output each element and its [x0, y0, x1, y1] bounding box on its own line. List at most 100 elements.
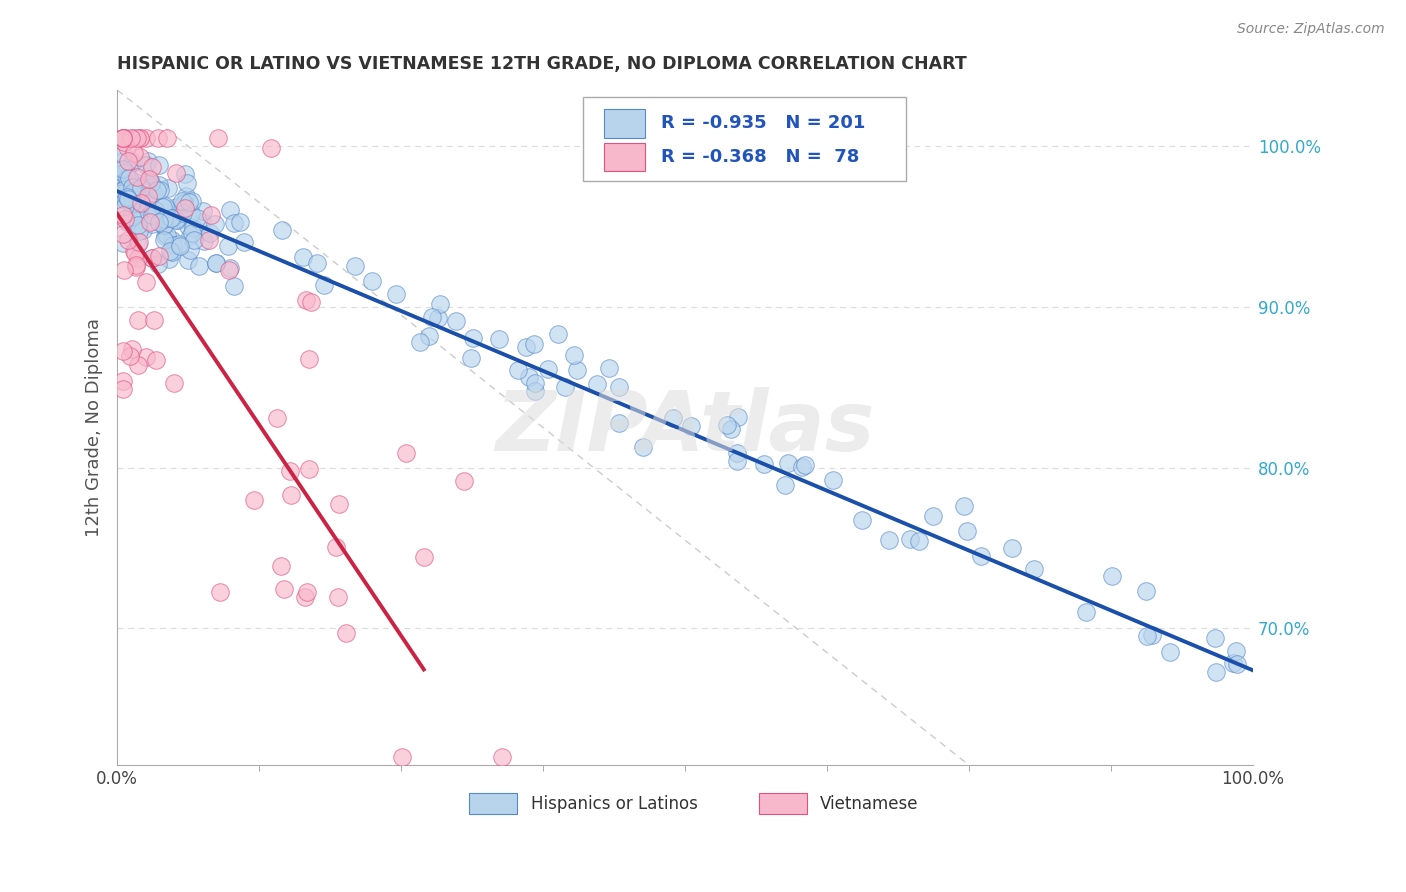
Point: [112, 186, 135, 201]
Point: [298, 462, 321, 476]
Point: [111, 147, 134, 161]
Point: [141, 209, 163, 223]
Point: [266, 410, 288, 425]
Point: [122, 185, 145, 199]
Point: [117, 233, 139, 247]
Point: [120, 349, 142, 363]
Point: [187, 259, 209, 273]
Point: [270, 559, 292, 574]
Point: [515, 340, 537, 354]
Point: [141, 217, 163, 231]
Point: [135, 350, 157, 364]
Point: [970, 549, 993, 563]
Point: [956, 524, 979, 538]
Point: [177, 219, 200, 233]
Point: [111, 235, 134, 250]
Point: [148, 158, 170, 172]
Point: [132, 205, 155, 219]
Point: [114, 131, 136, 145]
FancyBboxPatch shape: [583, 96, 907, 181]
Point: [142, 313, 165, 327]
Point: [292, 250, 315, 264]
Point: [792, 460, 814, 475]
Point: [444, 313, 467, 327]
Point: [523, 384, 546, 399]
Point: [361, 274, 384, 288]
Point: [243, 492, 266, 507]
Text: HISPANIC OR LATINO VS VIETNAMESE 12TH GRADE, NO DIPLOMA CORRELATION CHART: HISPANIC OR LATINO VS VIETNAMESE 12TH GR…: [117, 55, 967, 73]
Point: [129, 179, 152, 194]
Point: [132, 223, 155, 237]
Point: [343, 259, 366, 273]
Text: Source: ZipAtlas.com: Source: ZipAtlas.com: [1237, 22, 1385, 37]
Point: [716, 418, 738, 433]
Point: [153, 219, 176, 234]
Point: [207, 131, 229, 145]
Point: [141, 161, 163, 175]
Point: [598, 361, 620, 376]
Point: [148, 249, 170, 263]
Point: [173, 196, 195, 211]
Point: [112, 185, 135, 199]
Point: [523, 337, 546, 351]
Point: [922, 508, 945, 523]
Point: [898, 533, 921, 547]
Point: [155, 202, 177, 216]
Point: [562, 347, 585, 361]
Point: [115, 170, 138, 185]
Point: [280, 488, 302, 502]
Point: [418, 329, 440, 343]
Point: [129, 150, 152, 164]
Point: [128, 223, 150, 237]
Point: [233, 235, 256, 249]
Point: [181, 194, 204, 208]
Point: [135, 275, 157, 289]
Point: [1226, 657, 1249, 672]
Point: [773, 478, 796, 492]
Point: [537, 362, 560, 376]
Point: [122, 186, 145, 200]
Point: [326, 590, 349, 604]
Point: [112, 182, 135, 196]
Point: [112, 263, 135, 277]
Point: [299, 294, 322, 309]
Point: [169, 238, 191, 252]
Bar: [605, 143, 645, 171]
Point: [139, 177, 162, 191]
Point: [198, 226, 221, 240]
Point: [136, 154, 159, 169]
Point: [328, 497, 350, 511]
Point: [122, 202, 145, 217]
Point: [159, 244, 181, 258]
Point: [1204, 631, 1226, 645]
Point: [124, 176, 146, 190]
Point: [1101, 569, 1123, 583]
Point: [153, 211, 176, 226]
Point: [127, 196, 149, 211]
Point: [121, 204, 143, 219]
Text: R = -0.935   N = 201: R = -0.935 N = 201: [661, 114, 866, 132]
Point: [204, 217, 226, 231]
Point: [157, 252, 180, 266]
Point: [153, 199, 176, 213]
Point: [174, 167, 197, 181]
Point: [135, 131, 157, 145]
Text: Vietnamese: Vietnamese: [820, 795, 918, 813]
Point: [325, 540, 347, 554]
Point: [122, 155, 145, 169]
Point: [111, 170, 134, 185]
Point: [662, 411, 685, 425]
Point: [1140, 628, 1163, 642]
Point: [117, 193, 139, 207]
Point: [125, 260, 148, 274]
Point: [208, 584, 231, 599]
Point: [517, 370, 540, 384]
Point: [145, 208, 167, 222]
Point: [142, 186, 165, 201]
Point: [111, 209, 134, 223]
Point: [115, 165, 138, 179]
Point: [294, 590, 316, 604]
Point: [124, 245, 146, 260]
Point: [174, 201, 197, 215]
Point: [412, 549, 434, 564]
